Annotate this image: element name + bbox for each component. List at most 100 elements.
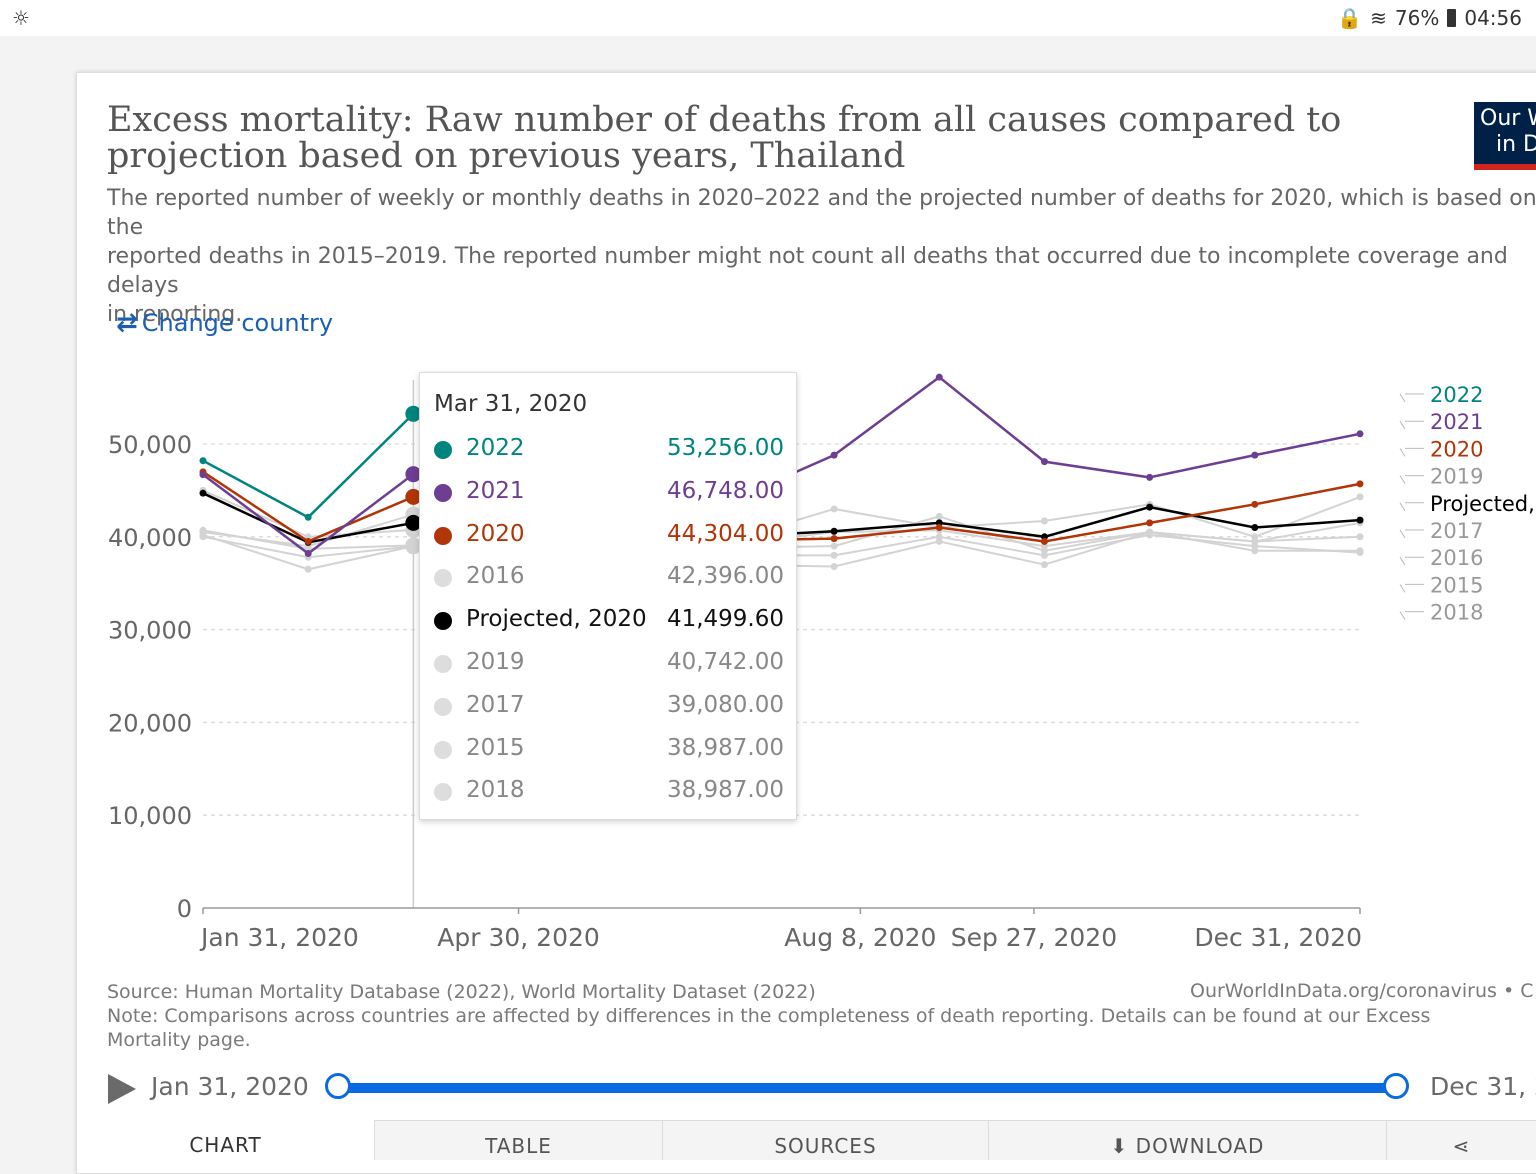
x-tick-label: Dec 31, 2020: [1194, 923, 1362, 952]
tab-table[interactable]: TABLE: [374, 1120, 662, 1160]
data-point: [304, 537, 312, 545]
series-line-2022: [202, 412, 415, 519]
data-point: [1040, 537, 1048, 545]
data-point: [1146, 503, 1154, 511]
tooltip-series-name: 2016: [466, 563, 525, 590]
data-point: [1356, 493, 1364, 501]
tooltip-dot: [434, 783, 452, 802]
clock: 04:56: [1464, 6, 1522, 30]
source-text: Source: Human Mortality Database (2022),…: [107, 981, 816, 1003]
x-tick-label: Aug 8, 2020: [784, 923, 936, 952]
data-point: [1356, 549, 1364, 557]
data-point: [405, 514, 422, 531]
timeline-track[interactable]: [338, 1083, 1396, 1093]
tooltip-row: 2016 42,396.00: [434, 559, 784, 599]
data-point: [1251, 500, 1259, 508]
lock-icon: 🔒: [1337, 6, 1363, 30]
status-indicators: 🔒 ≋ 76% 04:56: [1337, 6, 1522, 30]
logo-line-2: in D: [1496, 132, 1536, 157]
data-point: [830, 562, 838, 570]
legend-connector: [1399, 448, 1406, 457]
legend-connector: [1399, 393, 1406, 403]
data-point: [935, 533, 943, 541]
data-point: [830, 505, 838, 513]
data-point: [830, 542, 838, 550]
chart-subtitle: The reported number of weekly or monthly…: [107, 186, 1536, 327]
data-point: [405, 488, 422, 505]
timeline-end-handle[interactable]: [1383, 1073, 1409, 1099]
legend-connector: [1399, 475, 1406, 484]
tab-bar: CHART TABLE SOURCES ⬇ DOWNLOAD ⋖: [77, 1120, 1536, 1160]
chart-title: Excess mortality: Raw number of deaths f…: [107, 100, 1342, 176]
legend-label: 2019: [1430, 465, 1483, 489]
data-point: [304, 550, 312, 558]
logo-line-1: Our W: [1480, 106, 1536, 131]
data-point: [1251, 533, 1259, 541]
tab-chart[interactable]: CHART: [77, 1120, 374, 1160]
data-point: [935, 512, 943, 520]
download-icon: ⬇: [1110, 1134, 1136, 1158]
tooltip-dot: [434, 697, 452, 716]
tooltip-dot: [434, 441, 452, 459]
legend-connector: [1399, 584, 1406, 593]
tab-share[interactable]: ⋖: [1386, 1120, 1536, 1160]
tooltip-value: 46,748.00: [666, 477, 784, 504]
data-point: [1146, 473, 1154, 481]
status-bar: ☼ 🔒 ≋ 76% 04:56: [0, 0, 1536, 36]
data-point: [830, 551, 838, 559]
owid-logo[interactable]: Our W in D: [1474, 102, 1536, 170]
tooltip-dot: [434, 612, 452, 631]
weather-icon: ☼: [12, 6, 30, 30]
legend-connector: [1399, 556, 1406, 566]
data-point: [304, 513, 312, 521]
tooltip-value: 38,987.00: [666, 777, 784, 804]
tooltip-value: 41,499.60: [666, 606, 784, 633]
data-point: [304, 565, 312, 573]
tooltip-value: 39,080.00: [666, 691, 784, 718]
data-point: [405, 538, 422, 555]
tooltip-value: 53,256.00: [666, 435, 784, 461]
wifi-icon: ≋: [1370, 6, 1387, 30]
play-icon[interactable]: [108, 1074, 136, 1104]
tooltip-series-name: 2017: [466, 691, 525, 718]
tooltip-series-name: 2015: [466, 734, 525, 761]
tooltip-row: 2020 44,304.00: [434, 517, 784, 557]
tooltip-dot: [434, 526, 452, 545]
tooltip-series-name: 2018: [466, 777, 525, 804]
tab-chart-label: CHART: [189, 1133, 262, 1157]
tab-sources[interactable]: SOURCES: [662, 1120, 988, 1160]
tooltip-series-name: 2019: [466, 649, 525, 675]
data-point: [1146, 531, 1154, 539]
data-point: [405, 466, 422, 483]
timeline-start-handle[interactable]: [325, 1073, 351, 1099]
source-url-link[interactable]: OurWorldInData.org/coronavirus • C: [1190, 980, 1534, 1002]
legend-connector: [1399, 502, 1406, 512]
tooltip-series-name: Projected, 2020: [466, 606, 647, 633]
tooltip-row: 2015 38,987.00: [434, 731, 784, 771]
tooltip-series-name: 2020: [466, 520, 525, 547]
note-text: Note: Comparisons across countries are a…: [107, 1005, 1431, 1051]
legend-label: Projected, 2020: [1430, 492, 1536, 516]
tooltip-dot: [434, 740, 452, 759]
tab-table-label: TABLE: [485, 1134, 552, 1158]
data-point: [1251, 451, 1259, 459]
legend-label: 2016: [1430, 546, 1483, 570]
data-point: [1040, 458, 1048, 466]
source-note: Source: Human Mortality Database (2022),…: [107, 980, 1527, 1052]
y-tick-label: 10,000: [108, 802, 192, 830]
data-point: [1251, 524, 1259, 532]
legend-connector: [1399, 529, 1406, 539]
data-point: [1251, 542, 1259, 550]
tooltip-row: 2017 39,080.00: [434, 688, 784, 728]
tooltip-value: 38,987.00: [666, 734, 784, 761]
y-tick-label: 40,000: [108, 524, 192, 552]
data-point: [1356, 516, 1364, 524]
change-country-button[interactable]: ⇄ Change country: [116, 308, 333, 338]
timeline: Jan 31, 2020 Dec 31, 2: [100, 1066, 1536, 1110]
data-point: [199, 457, 207, 465]
battery-text: 76%: [1394, 6, 1440, 30]
tab-download[interactable]: ⬇ DOWNLOAD: [988, 1120, 1386, 1160]
timeline-end-label: Dec 31, 2: [1430, 1072, 1536, 1101]
tooltip-dot: [434, 483, 452, 502]
change-country-label: Change country: [141, 309, 334, 337]
